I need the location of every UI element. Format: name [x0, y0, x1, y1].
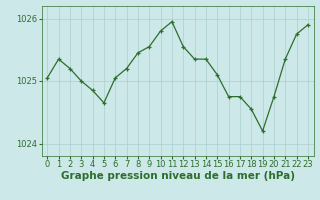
X-axis label: Graphe pression niveau de la mer (hPa): Graphe pression niveau de la mer (hPa): [60, 171, 295, 181]
